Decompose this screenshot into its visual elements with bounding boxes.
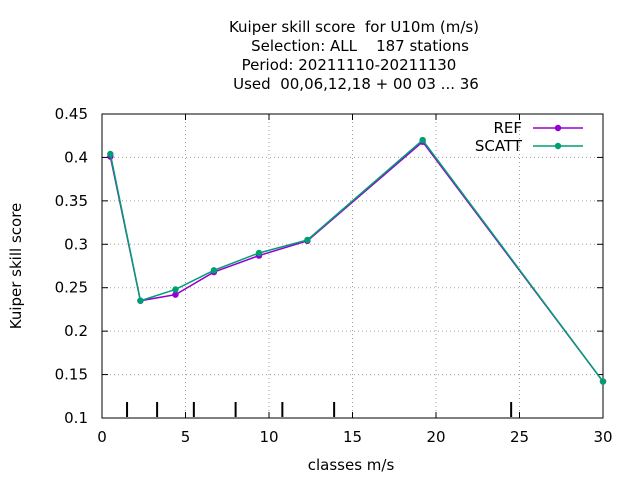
y-tick-label: 0.45	[55, 105, 88, 123]
series-line-scatt	[109, 138, 604, 382]
legend-label-ref: REF	[493, 119, 522, 137]
legend-marker-ref	[554, 124, 562, 132]
x-tick-label: 20	[426, 428, 445, 446]
y-tick-label: 0.4	[64, 148, 88, 166]
data-point-scatt	[419, 136, 426, 144]
data-point-scatt	[137, 297, 144, 304]
data-point-scatt	[304, 236, 311, 244]
y-tick-label: 0.2	[64, 322, 88, 340]
legend-label-scatt: SCATT	[475, 137, 523, 155]
series-line-ref	[109, 140, 604, 382]
data-point-scatt	[107, 150, 114, 158]
y-tick-label: 0.25	[55, 279, 88, 297]
x-tick-label: 0	[97, 428, 107, 446]
chart-title-line-4: Used 00,06,12,18 + 00 03 ... 36	[233, 75, 479, 93]
y-tick-label: 0.1	[64, 409, 88, 427]
x-tick-label: 25	[510, 428, 529, 446]
class-boundary-marks	[126, 402, 513, 417]
x-tick-label: 5	[181, 428, 191, 446]
data-point-scatt	[599, 378, 607, 385]
x-axis-label: classes m/s	[307, 456, 395, 474]
x-tick-label: 10	[259, 428, 278, 446]
x-tick-label: 15	[343, 428, 362, 446]
data-point-scatt	[172, 286, 179, 293]
series-lines	[107, 136, 607, 385]
data-point-scatt	[210, 267, 218, 274]
chart-title-line-1: Kuiper skill score for U10m (m/s)	[228, 18, 480, 36]
data-point-ref	[172, 291, 179, 298]
chart-title-line-3: Period: 20211110-20211130	[241, 56, 457, 74]
chart-title-line-2: Selection: ALL 187 stations	[251, 37, 469, 55]
y-axis-label: Kuiper skill score	[7, 202, 25, 330]
y-tick-label: 0.3	[64, 235, 88, 253]
y-tick-label: 0.15	[55, 366, 88, 384]
legend-marker-scatt	[554, 142, 562, 150]
y-tick-label: 0.35	[55, 192, 88, 210]
grid	[102, 114, 603, 418]
axis-ticks: 0 5 10 15 20 25 30 0.1 0.15 0.2 0.25 0.3 0.35 0.4 0.45	[55, 105, 613, 446]
x-tick-label: 30	[593, 428, 612, 446]
data-point-scatt	[255, 249, 263, 257]
